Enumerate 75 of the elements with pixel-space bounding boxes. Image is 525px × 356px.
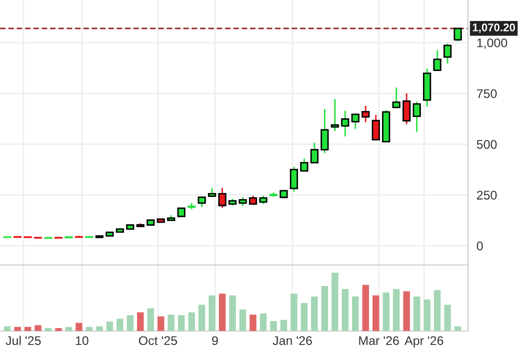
bar (96, 326, 103, 331)
bar (434, 290, 441, 331)
candlestick (392, 86, 400, 109)
candlestick (372, 114, 380, 141)
candlestick (320, 108, 329, 154)
bar (362, 284, 369, 331)
bar (126, 315, 134, 331)
bar (106, 322, 114, 331)
candlestick (341, 110, 350, 138)
candlestick (351, 113, 360, 130)
y-tick-label: 1,000 (477, 38, 508, 49)
bar (444, 304, 451, 331)
bar (413, 296, 420, 331)
candlestick (198, 196, 206, 208)
bar (198, 304, 206, 331)
bar (218, 294, 226, 331)
y-tick-label: 0 (476, 242, 483, 250)
bar (168, 314, 174, 331)
bar (229, 295, 236, 331)
bar (158, 316, 164, 331)
bar (86, 326, 93, 331)
bar (44, 328, 52, 331)
bar (116, 318, 124, 331)
bar (208, 295, 216, 331)
x-tick-label: 10 (76, 336, 88, 346)
bar (311, 296, 318, 331)
x-tick-label: Apr '26 (404, 336, 444, 348)
bar (342, 288, 349, 331)
x-tick-label: 9 (212, 336, 218, 346)
bar (65, 326, 72, 331)
bar (280, 320, 288, 331)
bar (321, 286, 328, 331)
candlestick (330, 98, 339, 132)
candlestick (300, 158, 308, 172)
candlestick (412, 101, 421, 133)
bar (76, 322, 82, 331)
bar (382, 292, 390, 331)
x-tick-label: Jul '25 (6, 336, 41, 346)
y-tick-label: 750 (476, 89, 497, 98)
bar (332, 272, 338, 331)
bar (4, 326, 11, 331)
bar (250, 314, 256, 331)
bar (270, 321, 277, 331)
x-tick-label: Oct '25 (138, 336, 178, 346)
ref-line-label: 1,070.20 (472, 24, 515, 33)
bar (34, 325, 42, 331)
bar (14, 326, 21, 331)
bar (137, 312, 144, 331)
bar (424, 299, 430, 331)
candlestick (290, 166, 298, 192)
candlestick (433, 49, 442, 72)
y-tick-label: 250 (476, 190, 497, 200)
bar (24, 326, 32, 331)
bar (55, 328, 62, 331)
candlestick (454, 27, 462, 42)
candlestick (362, 105, 370, 123)
candlestick (402, 92, 411, 125)
bar (403, 291, 410, 331)
bar (239, 309, 246, 331)
bar (260, 313, 267, 331)
bar (352, 296, 359, 331)
bar (392, 288, 400, 331)
bar (178, 315, 185, 331)
bar (300, 302, 308, 331)
candlestick (443, 42, 452, 64)
bar (147, 308, 154, 331)
candlestick (310, 142, 318, 164)
bar (290, 294, 298, 331)
bar (454, 326, 462, 331)
y-tick-label: 500 (476, 140, 497, 149)
candlestick (218, 187, 226, 209)
bar (372, 295, 380, 331)
bar (188, 312, 195, 331)
x-tick-label: Mar '26 (359, 336, 399, 346)
x-tick-label: Jan '26 (272, 336, 312, 346)
